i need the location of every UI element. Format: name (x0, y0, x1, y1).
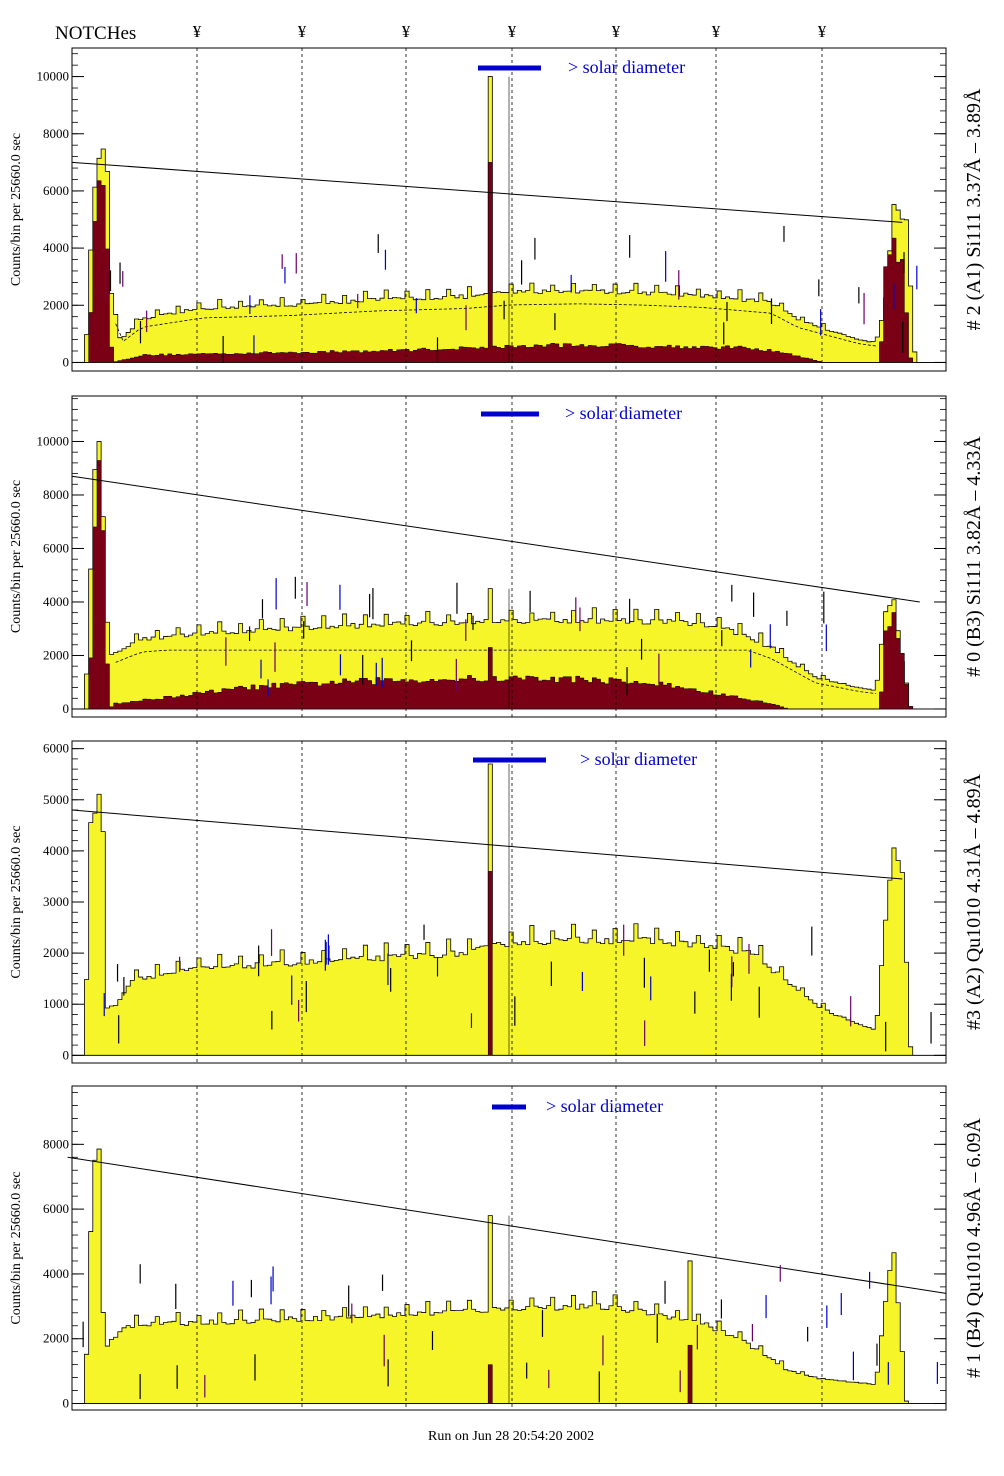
filtered-counts-histogram (72, 162, 946, 363)
line-annotations (82, 1264, 938, 1403)
notch-marker-7: ¥ (818, 22, 827, 41)
filtered-counts-histogram (72, 871, 946, 1056)
detector-label: #3 (A2) Qu1010 4.31Å – 4.89Å (963, 773, 985, 1030)
histogram-panel-1: 0 2000 4000 6000 8000 10000 Counts/bin per 256… (9, 47, 985, 372)
trend-line (67, 1156, 947, 1294)
notch-markers: ¥ ¥ ¥ ¥ ¥ ¥ ¥ (193, 22, 827, 41)
histogram-panel-3: 0 1000 2000 3000 4000 5000 6000 Counts/bin per … (9, 740, 985, 1064)
solar-diameter-label: > solar diameter (565, 403, 682, 423)
y-tick-label: 4000 (43, 594, 69, 609)
total-counts-histogram (72, 1148, 946, 1404)
detector-label: # 2 (A1) Si111 3.37Å – 3.89Å (963, 88, 985, 330)
line-annotations (105, 225, 918, 363)
y-tick-label: 2000 (43, 1331, 69, 1346)
y-tick-label: 0 (63, 1047, 70, 1062)
y-tick-label: 3000 (43, 894, 69, 909)
y-tick-label: 6000 (43, 1201, 69, 1216)
detector-label: # 1 (B4) Qu1010 4.96Å – 6.09Å (963, 1117, 985, 1378)
histogram-panel-4: 0 2000 4000 6000 8000 Counts/bin per 25660.0 … (9, 1085, 985, 1411)
trend-line (71, 161, 903, 223)
line-annotations (225, 576, 827, 697)
y-tick-label: 0 (63, 701, 70, 716)
notch-marker-4: ¥ (508, 22, 517, 41)
background-model-curve (115, 649, 877, 695)
detector-label: # 0 (B3) Si111 3.82Å – 4.33Å (963, 436, 985, 677)
y-tick-label: 10000 (37, 433, 70, 448)
y-tick-label: 4000 (43, 843, 69, 858)
y-tick-label: 6000 (43, 540, 69, 555)
y-axis-label: Counts/bin per 25660.0 sec (9, 825, 24, 978)
notch-marker-6: ¥ (712, 22, 721, 41)
y-axis: 0 2000 4000 6000 8000 10000 (37, 53, 946, 369)
y-tick-label: 5000 (43, 792, 69, 807)
total-counts-histogram (72, 441, 946, 710)
y-tick-label: 2000 (43, 945, 69, 960)
notch-marker-1: ¥ (193, 22, 202, 41)
y-tick-label: 6000 (43, 183, 69, 198)
filtered-counts-histogram (72, 1344, 946, 1404)
notches-label: NOTCHes (55, 23, 136, 44)
y-axis-label: Counts/bin per 25660.0 sec (9, 480, 24, 633)
line-annotations (103, 924, 932, 1052)
notch-marker-5: ¥ (612, 22, 621, 41)
filtered-counts-histogram (72, 460, 946, 710)
y-tick-label: 0 (63, 354, 70, 369)
y-tick-label: 6000 (43, 741, 69, 756)
y-axis-label: Counts/bin per 25660.0 sec (9, 133, 24, 286)
y-axis: 0 2000 4000 6000 8000 10000 (37, 398, 946, 716)
y-tick-label: 4000 (43, 240, 69, 255)
y-axis: 0 1000 2000 3000 4000 5000 6000 (43, 741, 946, 1062)
run-timestamp: Run on Jun 28 20:54:20 2002 (428, 1429, 594, 1444)
y-tick-label: 10000 (37, 69, 70, 84)
notches-header: NOTCHes ¥ ¥ ¥ ¥ ¥ ¥ ¥ (55, 22, 827, 44)
solar-diameter-label: > solar diameter (568, 57, 685, 77)
notch-marker-3: ¥ (402, 22, 411, 41)
solar-diameter-label: > solar diameter (546, 1096, 663, 1116)
y-tick-label: 1000 (43, 996, 69, 1011)
y-tick-label: 0 (63, 1396, 70, 1411)
y-tick-label: 2000 (43, 647, 69, 662)
y-axis: 0 2000 4000 6000 8000 (43, 1092, 946, 1411)
y-tick-label: 8000 (43, 1136, 69, 1151)
y-tick-label: 8000 (43, 126, 69, 141)
histogram-panel-2: 0 2000 4000 6000 8000 10000 Counts/bin per 256… (9, 395, 985, 718)
total-counts-histogram (72, 763, 946, 1056)
solar-diameter-label: > solar diameter (580, 749, 697, 769)
y-tick-label: 4000 (43, 1266, 69, 1281)
y-axis-label: Counts/bin per 25660.0 sec (9, 1171, 24, 1324)
background-model-curve (115, 303, 877, 347)
trend-line (71, 809, 903, 880)
y-tick-label: 8000 (43, 487, 69, 502)
trend-line (71, 475, 920, 603)
notch-marker-2: ¥ (298, 22, 307, 41)
y-tick-label: 2000 (43, 297, 69, 312)
